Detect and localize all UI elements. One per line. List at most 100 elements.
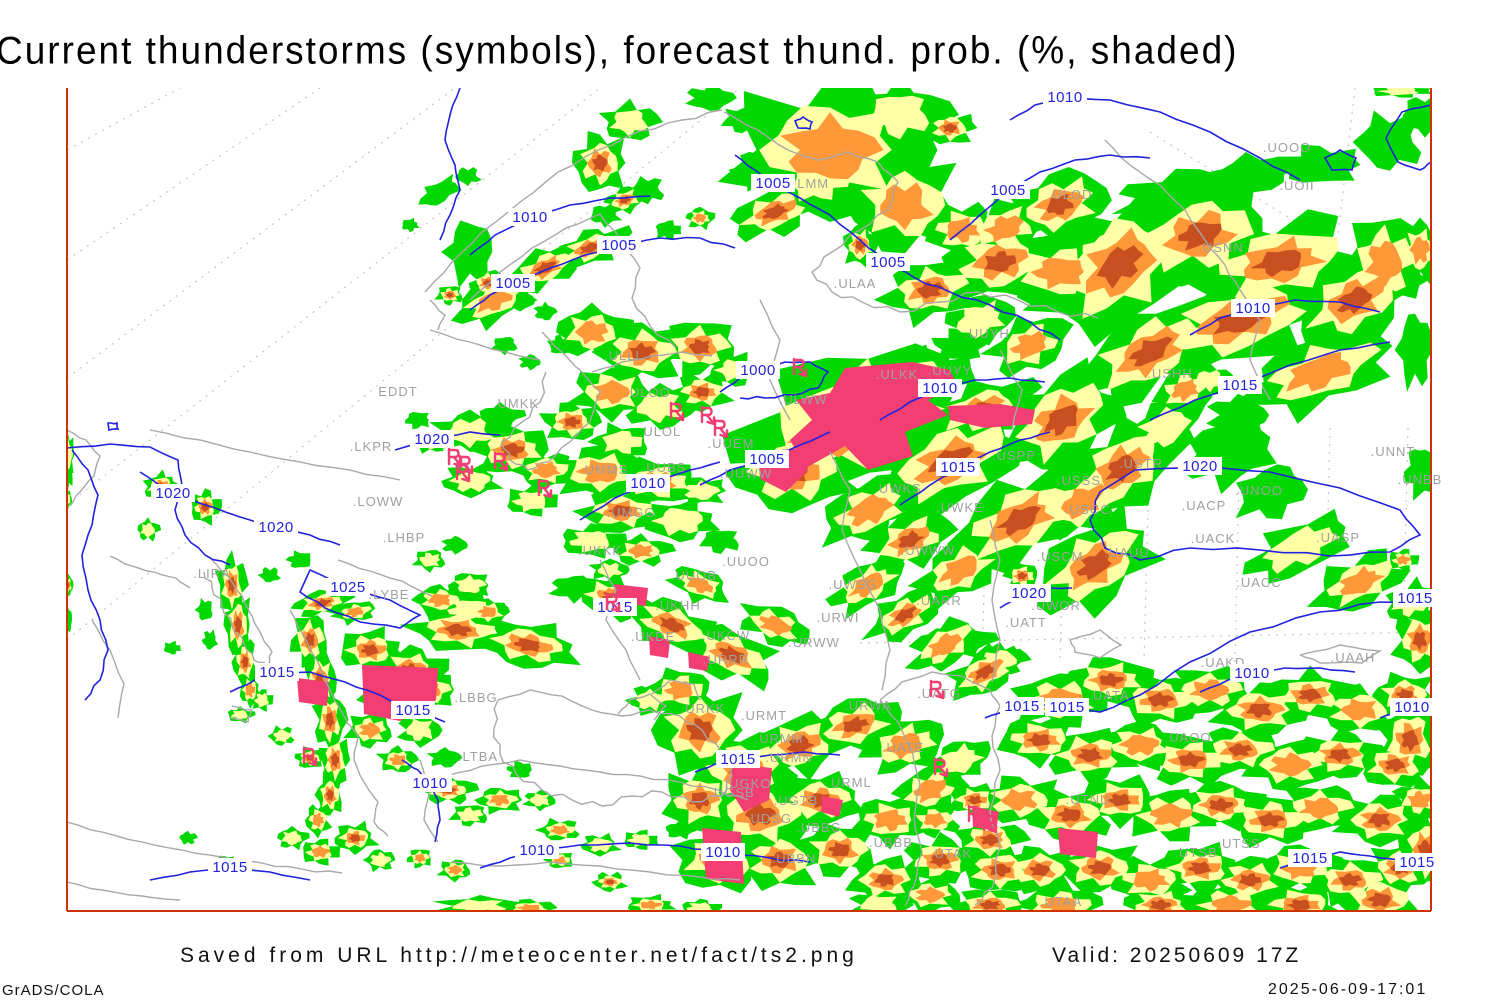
station-label: .LYBE bbox=[369, 587, 410, 602]
station-label: .UACP bbox=[1182, 498, 1227, 513]
station-label: .URWA bbox=[844, 698, 892, 713]
station-label: .UKCW bbox=[702, 628, 750, 643]
station-label: .UUWW bbox=[720, 466, 772, 481]
station-label: .UASP bbox=[1316, 530, 1360, 545]
station-label: .UAAH bbox=[1331, 650, 1376, 665]
station-label: .USNN bbox=[1198, 240, 1243, 255]
render-timestamp: 2025-06-09-17:01 bbox=[1268, 981, 1428, 998]
station-label: .UUBS bbox=[642, 460, 687, 475]
station-label: .LIRA bbox=[193, 566, 231, 581]
station-label: .UOII bbox=[1279, 178, 1314, 193]
station-label: .UDSG bbox=[746, 811, 792, 826]
station-label: .ULKK bbox=[876, 367, 919, 382]
station-label: .USCM bbox=[1037, 549, 1084, 564]
station-label: .USHH bbox=[1147, 366, 1192, 381]
station-label: .LHBP bbox=[383, 530, 426, 545]
station-label: .URMT bbox=[741, 708, 787, 723]
station-label: EDDT bbox=[378, 384, 417, 399]
isobar-value-label: 1015 bbox=[259, 664, 294, 681]
station-label: .URWW bbox=[788, 635, 840, 650]
station-label: .LTBA bbox=[458, 749, 498, 764]
isobar-value-label: 1000 bbox=[740, 362, 775, 379]
thunderstorm-symbol-icon bbox=[493, 451, 509, 472]
station-label: .UTSB bbox=[1174, 845, 1217, 860]
isobar-labels: 1010 1005 1005 1005 1005 1005 1010 1000 1010 1005… bbox=[151, 88, 1439, 876]
station-label: .UACK bbox=[1191, 531, 1236, 546]
station-label: .URRR bbox=[703, 652, 749, 667]
shaded-probability-field bbox=[67, 88, 1431, 911]
station-label: .UMKK bbox=[493, 396, 539, 411]
station-labels: ULMM .ULOD .ULAA .UUYH .UUYY .ULKK .ULWW .ULLI.… bbox=[193, 140, 1441, 909]
station-label: .UUEM bbox=[708, 436, 755, 451]
station-label: .UGKO bbox=[725, 776, 772, 791]
station-label: .UMGG bbox=[606, 505, 655, 520]
station-label: .URMN bbox=[765, 750, 813, 765]
station-label: .UWKE bbox=[936, 500, 984, 515]
station-label: .UGSB bbox=[709, 785, 754, 800]
isobar-value-label: 1015 bbox=[395, 702, 430, 719]
station-label: .LBBG bbox=[454, 690, 497, 705]
isobar-value-label: 1010 bbox=[512, 209, 547, 226]
thunderstorm-symbol-icon bbox=[713, 418, 729, 439]
station-label: .UUYY bbox=[928, 363, 973, 378]
station-label: .UBBN bbox=[772, 851, 817, 866]
thunderstorm-symbol-icon bbox=[982, 813, 998, 834]
station-label: .UWKS bbox=[874, 481, 922, 496]
isobar-value-label: 1020 bbox=[414, 431, 449, 448]
thunderstorm-symbol-icon bbox=[669, 401, 685, 422]
isobar-value-label: 1015 bbox=[940, 459, 975, 476]
grads-credit: GrADS/COLA bbox=[2, 982, 105, 999]
isobar-value-label: 1020 bbox=[258, 519, 293, 536]
station-label: .URKK bbox=[681, 701, 726, 716]
isobar-value-label: 1005 bbox=[601, 237, 636, 254]
thunderstorm-symbol-icon bbox=[537, 478, 553, 499]
isobar-value-label: 1025 bbox=[330, 579, 365, 596]
station-label: .URWI bbox=[816, 610, 859, 625]
station-label: .UUOO bbox=[722, 554, 770, 569]
footer-source-url: Saved from URL http://meteocenter.net/fa… bbox=[180, 944, 858, 967]
isobar-value-label: 1015 bbox=[720, 751, 755, 768]
station-label: .UACC bbox=[1236, 575, 1281, 590]
isobar-value-label: 1010 bbox=[1047, 89, 1082, 106]
station-label: .UBBB bbox=[869, 835, 913, 850]
map-frame bbox=[66, 88, 1432, 912]
thunderstorm-symbol-icon bbox=[455, 462, 471, 483]
isobar-value-label: 1015 bbox=[1397, 590, 1432, 607]
isobar-value-label: 1015 bbox=[1222, 377, 1257, 394]
station-label: .ULLI bbox=[604, 348, 640, 363]
station-label: .UATE bbox=[882, 740, 924, 755]
thunderstorm-symbol-icon bbox=[967, 804, 983, 825]
isobar-value-label: 1015 bbox=[212, 859, 247, 876]
footer-valid-time: Valid: 20250609 17Z bbox=[1052, 944, 1302, 967]
station-label: .USSS bbox=[1057, 473, 1101, 488]
station-label: .URMM bbox=[754, 731, 803, 746]
station-label: .UAUU bbox=[1104, 545, 1149, 560]
station-label: .ULOL bbox=[639, 424, 682, 439]
station-label: .ULOD bbox=[1048, 187, 1093, 202]
thunderstorm-symbol-icon bbox=[792, 357, 808, 378]
isobar-value-label: 1005 bbox=[749, 451, 784, 468]
isobar-value-label: 1005 bbox=[990, 182, 1025, 199]
thunderstorm-symbol-icon bbox=[379, 675, 395, 696]
station-label: .UNOO bbox=[1235, 483, 1283, 498]
station-label: .UTSS bbox=[1217, 836, 1260, 851]
coastlines bbox=[67, 109, 1383, 907]
isobar-value-label: 1010 bbox=[922, 380, 957, 397]
station-label: .UWSG bbox=[828, 577, 877, 592]
station-label: .UARR bbox=[916, 593, 961, 608]
station-label: .USTR bbox=[1119, 456, 1163, 471]
station-label: .UWWW bbox=[901, 543, 956, 558]
isobar-value-label: 1010 bbox=[412, 775, 447, 792]
thunderstorm-symbol-icon bbox=[605, 592, 621, 613]
thunderstorm-symbol-icon bbox=[933, 757, 949, 778]
isobar-value-label: 1010 bbox=[1234, 665, 1269, 682]
isobar-value-label: 1005 bbox=[495, 275, 530, 292]
isobar-value-label: 1005 bbox=[755, 175, 790, 192]
station-label: .UUOB bbox=[671, 568, 717, 583]
station-label: .UMMS bbox=[580, 462, 628, 477]
isobar-value-label: 1015 bbox=[1399, 854, 1434, 871]
station-label: .UNNT bbox=[1371, 444, 1416, 459]
station-label: .UTNU bbox=[1066, 792, 1111, 807]
